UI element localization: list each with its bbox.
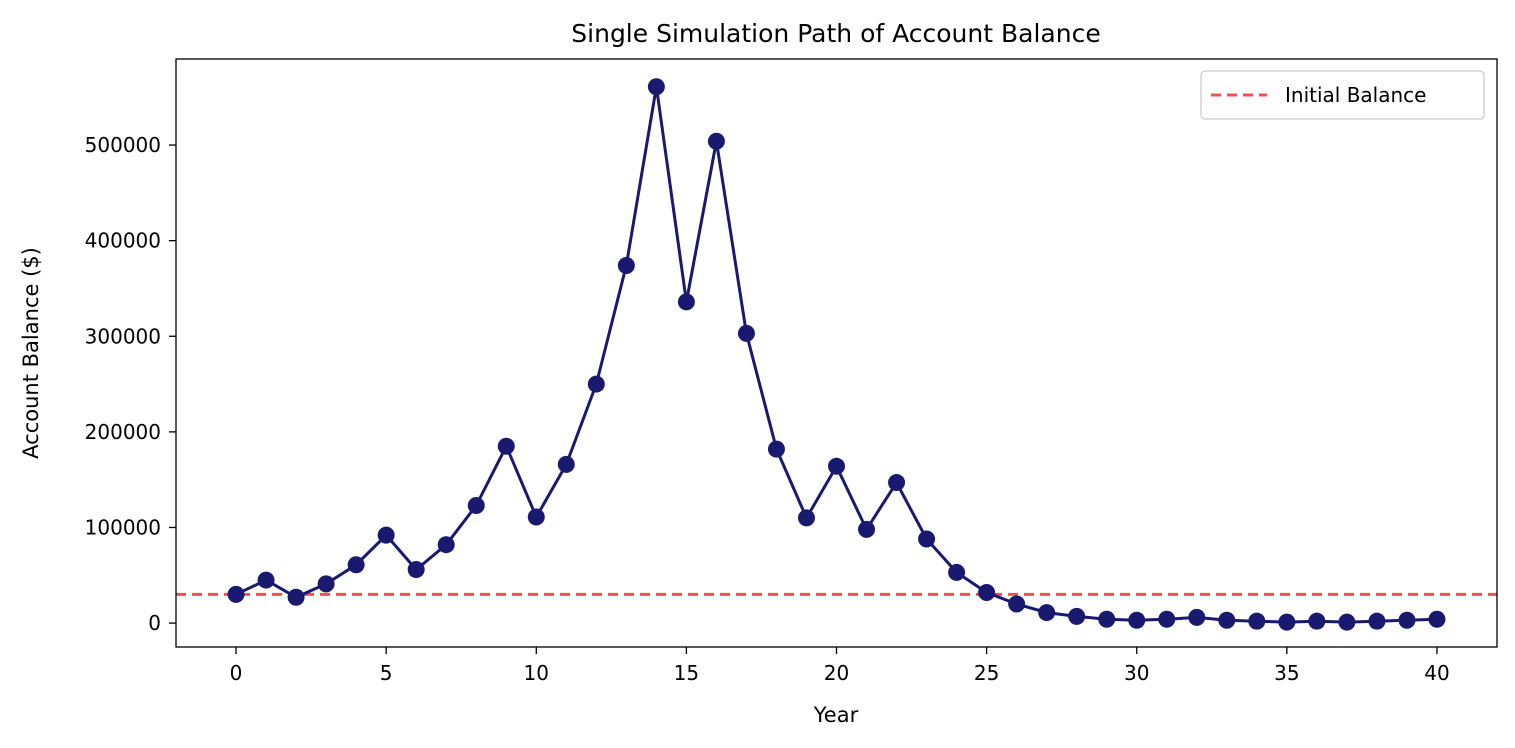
y-tick-label: 200000 [85, 420, 161, 444]
data-point [437, 536, 455, 554]
y-tick-label: 400000 [85, 229, 161, 253]
x-axis: 0 5 10 15 20 25 30 35 40 [230, 647, 1450, 685]
data-point [617, 257, 635, 275]
data-point [587, 375, 605, 393]
data-point [1008, 595, 1026, 613]
data-point [1338, 613, 1356, 631]
x-axis-label: Year [813, 703, 859, 727]
data-point [1248, 612, 1266, 630]
legend-initial-balance-label: Initial Balance [1285, 83, 1426, 107]
data-point [1038, 604, 1056, 622]
data-point [1098, 610, 1116, 628]
data-point [1308, 612, 1326, 630]
data-point [467, 496, 485, 514]
x-tick-label: 15 [674, 661, 699, 685]
data-point [257, 571, 275, 589]
data-point [1428, 610, 1446, 628]
y-tick-label: 100000 [85, 515, 161, 539]
x-tick-label: 20 [824, 661, 849, 685]
x-tick-label: 25 [974, 661, 999, 685]
x-tick-label: 10 [524, 661, 549, 685]
legend: Initial Balance [1200, 70, 1485, 120]
data-point [1218, 611, 1236, 629]
data-point [1398, 611, 1416, 629]
data-point [1278, 613, 1296, 631]
data-point [737, 324, 755, 342]
y-axis: 0 100000 200000 300000 400000 500000 [85, 133, 176, 635]
data-point [1368, 612, 1386, 630]
data-point [948, 563, 966, 581]
y-axis-label: Account Balance ($) [19, 247, 43, 459]
data-point [1068, 607, 1086, 625]
x-tick-label: 30 [1124, 661, 1149, 685]
plot-frame [175, 58, 1498, 648]
data-point [317, 575, 335, 593]
data-point [707, 132, 725, 150]
x-tick-label: 0 [230, 661, 243, 685]
data-point [797, 509, 815, 527]
y-tick-label: 500000 [85, 133, 161, 157]
x-tick-label: 35 [1274, 661, 1299, 685]
data-point [1188, 608, 1206, 626]
data-point [557, 455, 575, 473]
data-point [888, 474, 906, 492]
data-point [1128, 611, 1146, 629]
y-tick-label: 0 [148, 611, 161, 635]
data-point [828, 457, 845, 475]
data-point [647, 78, 665, 96]
data-point [377, 526, 395, 544]
y-tick-label: 300000 [85, 324, 161, 348]
data-point [497, 437, 515, 455]
legend-box [1200, 70, 1485, 120]
balance-series-line [235, 85, 1438, 624]
data-point [1158, 610, 1176, 628]
data-point [347, 556, 365, 574]
data-point [227, 585, 245, 603]
data-point [527, 508, 545, 526]
data-point [858, 520, 876, 538]
x-tick-label: 5 [380, 661, 393, 685]
data-point [677, 293, 695, 311]
data-point [767, 440, 785, 458]
data-point [918, 530, 936, 548]
data-point [407, 561, 425, 579]
x-tick-label: 40 [1424, 661, 1449, 685]
plot-layer [176, 78, 1497, 631]
chart-title: Single Simulation Path of Account Balanc… [571, 19, 1100, 48]
data-point [978, 584, 996, 602]
data-point [287, 588, 305, 606]
